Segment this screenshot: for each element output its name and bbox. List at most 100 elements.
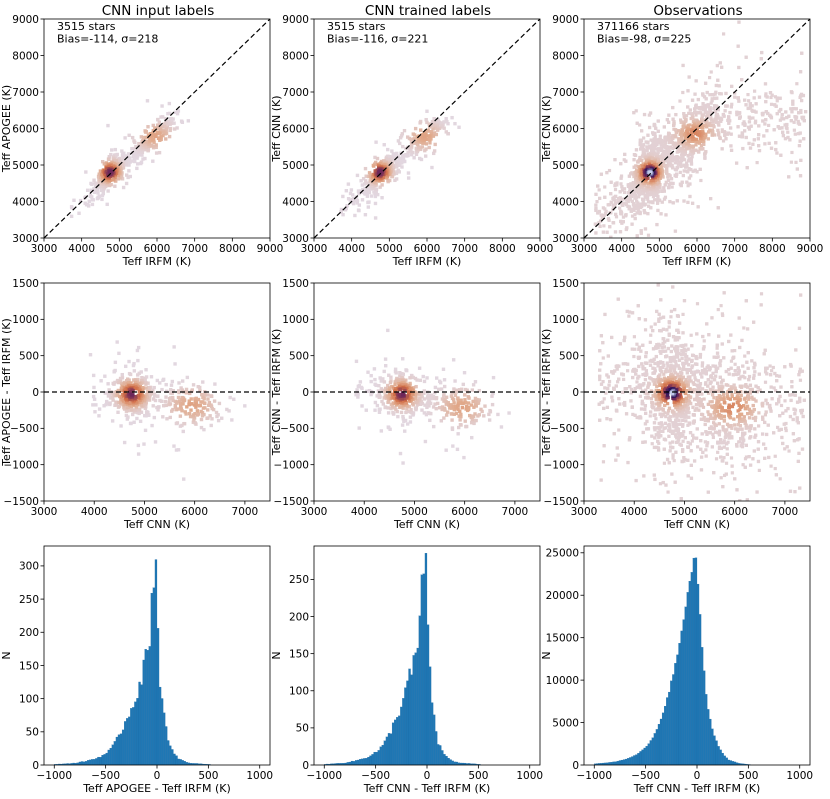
panel-r2c1-density-cell <box>199 417 204 422</box>
panel-r1c3-density-cell <box>726 118 730 122</box>
panel-r1c3-density-cell <box>753 121 758 125</box>
panel-r2c2-density-cell <box>475 397 479 402</box>
panel-r2c1-density-cell <box>135 348 140 353</box>
panel-r2c2-density-cell <box>442 394 446 398</box>
panel-r1c1-density-cell <box>171 117 175 121</box>
panel-r1c1-density-cell <box>132 156 136 161</box>
panel-r1c2-density-cell <box>386 158 391 162</box>
panel-r2c2-density-cell <box>404 410 408 415</box>
panel-r1c2-density-cell <box>433 142 437 147</box>
panel-r1c2-density-cell <box>430 165 434 170</box>
panel-r2c3-density-cell <box>663 275 666 278</box>
panel-r2c2-density-cell <box>456 396 460 401</box>
panel-r1c3-density-cell <box>761 113 765 117</box>
panel-r1c1-density-cell <box>127 133 131 137</box>
panel-r2c2-density-cell <box>424 412 429 417</box>
panel-r1c3-density-cell <box>747 115 751 119</box>
panel-r1c2-density-cell <box>445 119 449 124</box>
panel-r1c3-density-cell <box>767 141 771 146</box>
panel-r2c2-density-cell <box>388 427 392 431</box>
panel-r1c2-density-cell <box>373 194 378 199</box>
panel-r2c2-density-cell <box>355 388 359 392</box>
panel-r1c2-density-cell <box>356 208 361 212</box>
panel-r2c3-density-cell <box>788 489 793 493</box>
panel-r1c2-density-cell <box>351 196 356 201</box>
panel-r2c1-density-cell <box>134 400 139 404</box>
panel-r1c3-density-cell <box>675 159 679 163</box>
panel-r1c1-density-cell <box>157 120 161 124</box>
panel-r2c1-density-cell <box>177 381 181 385</box>
panel-r1c3-density-cell <box>641 175 645 179</box>
panel-r1c3-density-cell <box>667 135 671 140</box>
panel-r2c2-density-cell <box>394 371 398 375</box>
panel-r1c3-density-cell <box>656 200 660 204</box>
panel-r1c3-density-cell <box>653 123 657 127</box>
panel-r1c3-density-cell <box>708 109 712 113</box>
panel-r2c1-density-cell <box>139 403 144 407</box>
panel-r1c3-density-cell <box>716 78 720 82</box>
panel-r1c3-density-cell <box>698 146 702 151</box>
panel-r1c3-density-cell <box>721 112 725 117</box>
panel-r1c3-density-cell <box>689 162 694 166</box>
panel-r2c3-density-cell <box>637 501 640 504</box>
panel-r2c1-density-cell <box>94 403 98 407</box>
panel-r1c3-density-cell <box>638 181 642 185</box>
panel-r2c2-density-cell <box>454 390 458 394</box>
panel-r1c2-density-cell <box>378 162 382 166</box>
panel-r2c3-density-cell <box>636 304 640 308</box>
panel-r2c2-density-cell <box>377 383 381 388</box>
panel-r1c1-density-cell <box>151 133 155 137</box>
panel-r1c1-density-cell <box>151 159 155 163</box>
panel-r2c2-density-cell <box>386 328 390 333</box>
panel-r1c2-density-cell <box>344 189 349 193</box>
panel-r1c1-density-cell <box>139 160 144 164</box>
panel-r2c2-density-cell <box>408 395 413 399</box>
panel-r2c2-density-cell <box>358 380 363 384</box>
panel-r2c2-density-cell <box>385 389 390 393</box>
panel-r1c3-density-cell <box>650 153 654 157</box>
panel-r1c1-density-cell <box>107 155 111 159</box>
panel-r2c1-density-cell <box>180 409 184 413</box>
panel-r2c3-density-cell <box>759 303 763 307</box>
panel-r2c2-density-cell <box>389 379 393 383</box>
panel-r1c3-density-cell <box>598 219 603 223</box>
panel-r1c3-density-cell <box>677 147 681 151</box>
panel-r2c2-density-cell <box>438 380 443 385</box>
panel-r1c1-density-cell <box>123 136 127 140</box>
panel-r1c1-density-cell <box>91 198 95 202</box>
panel-r1c3-density-cell <box>727 121 731 125</box>
panel-r1c3-density-cell <box>621 215 626 219</box>
panel-r2c2-density-cell <box>357 426 361 430</box>
panel-r1c3-density-cell <box>801 93 806 98</box>
panel-r1c3-density-cell <box>769 102 774 106</box>
panel-r2c1-density-cell <box>139 410 144 414</box>
panel-r2c2-density-cell <box>470 388 475 392</box>
panel-r1c1-density-cell <box>139 152 143 157</box>
panel-r1c2-density-cell <box>432 117 437 121</box>
panel-r1c1-density-cell <box>106 189 110 193</box>
panel-r1c2-density-cell <box>453 121 457 126</box>
panel-r2c2-density-cell <box>419 402 423 406</box>
panel-r1c3-density-cell <box>694 143 698 147</box>
panel-r1c3-density-cell <box>746 92 750 97</box>
panel-r2c1-density-cell <box>109 396 113 400</box>
panel-r2c2-xtick-label: 3000 <box>301 506 328 518</box>
panel-r2c2-density-cell <box>389 406 393 411</box>
panel-r2c1-density-cell <box>184 412 188 416</box>
panel-r2c2-density-cell <box>356 392 360 396</box>
panel-r1c3-density-cell <box>795 167 799 171</box>
panel-r1c3-density-cell <box>772 128 776 132</box>
panel-r1c3-density-cell <box>643 156 647 160</box>
panel-r1c2-ytick-label: 8000 <box>282 50 309 62</box>
panel-r1c2-density-cell <box>412 133 417 137</box>
panel-r2c2-density-cell <box>356 395 360 399</box>
panel-r1c3-density-cell <box>761 119 765 123</box>
panel-r1c3-density-cell <box>633 153 638 157</box>
panel-r1c3-density-cell <box>701 93 705 97</box>
panel-r2c1-density-cell <box>192 403 197 407</box>
panel-r1c3-density-cell <box>728 126 733 130</box>
panel-r1c3-density-cell <box>661 140 665 144</box>
panel-r1c3-density-cell <box>656 147 660 151</box>
panel-r1c3-density-cell <box>663 135 668 139</box>
panel-r1c2-density-cell <box>394 151 399 156</box>
